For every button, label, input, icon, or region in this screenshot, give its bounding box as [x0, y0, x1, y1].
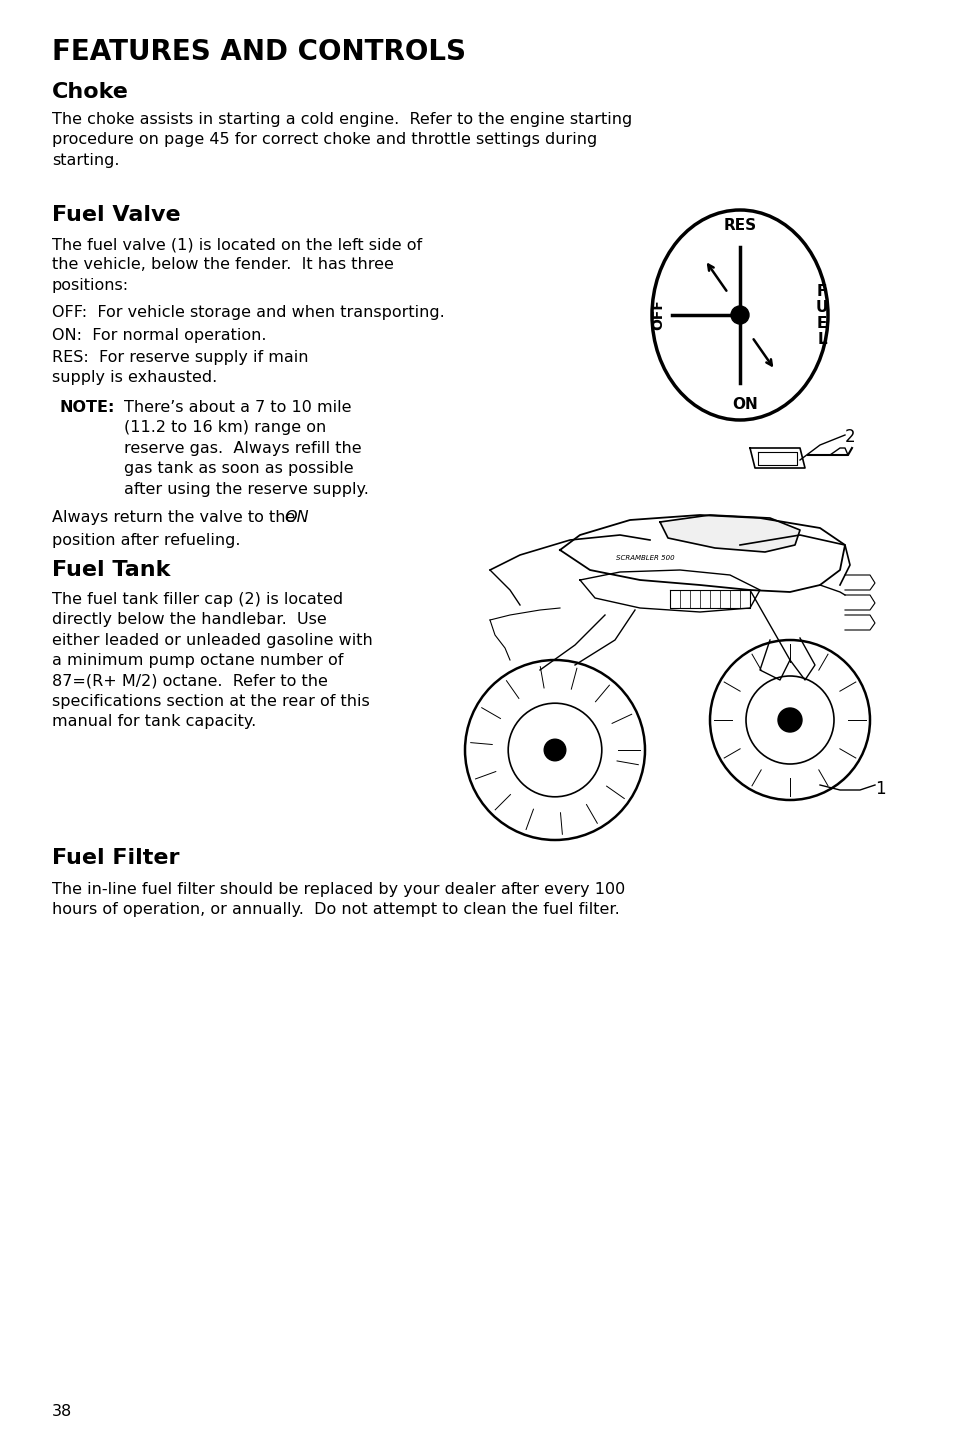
- Text: NOTE:: NOTE:: [60, 400, 115, 414]
- Text: FEATURES AND CONTROLS: FEATURES AND CONTROLS: [52, 38, 465, 65]
- Circle shape: [730, 305, 748, 324]
- Text: Fuel Valve: Fuel Valve: [52, 205, 180, 225]
- Text: ON: ON: [284, 510, 309, 525]
- Text: Always return the valve to the: Always return the valve to the: [52, 510, 300, 525]
- Text: E: E: [816, 316, 826, 330]
- Text: RES:  For reserve supply if main
supply is exhausted.: RES: For reserve supply if main supply i…: [52, 350, 308, 385]
- Text: RES: RES: [722, 218, 756, 233]
- Text: ON:  For normal operation.: ON: For normal operation.: [52, 329, 266, 343]
- Text: There’s about a 7 to 10 mile
(11.2 to 16 km) range on
reserve gas.  Always refil: There’s about a 7 to 10 mile (11.2 to 16…: [124, 400, 369, 497]
- Text: Fuel Tank: Fuel Tank: [52, 560, 171, 580]
- Text: 2: 2: [844, 427, 855, 446]
- Text: Choke: Choke: [52, 81, 129, 102]
- Circle shape: [543, 739, 565, 760]
- Text: Fuel Filter: Fuel Filter: [52, 848, 179, 868]
- Text: 1: 1: [874, 779, 884, 798]
- Circle shape: [778, 708, 801, 731]
- Text: OFF:  For vehicle storage and when transporting.: OFF: For vehicle storage and when transp…: [52, 305, 444, 320]
- Text: The in-line fuel filter should be replaced by your dealer after every 100
hours : The in-line fuel filter should be replac…: [52, 883, 624, 917]
- Text: position after refueling.: position after refueling.: [52, 534, 240, 548]
- Text: The choke assists in starting a cold engine.  Refer to the engine starting
proce: The choke assists in starting a cold eng…: [52, 112, 632, 167]
- Text: ON: ON: [731, 397, 757, 411]
- Text: OFF: OFF: [650, 300, 664, 330]
- Text: The fuel tank filler cap (2) is located
directly below the handlebar.  Use
eithe: The fuel tank filler cap (2) is located …: [52, 592, 373, 730]
- Text: 38: 38: [52, 1405, 72, 1419]
- Text: L: L: [817, 332, 826, 346]
- Text: The fuel valve (1) is located on the left side of
the vehicle, below the fender.: The fuel valve (1) is located on the lef…: [52, 237, 421, 292]
- Polygon shape: [659, 515, 800, 553]
- Text: SCRAMBLER 500: SCRAMBLER 500: [615, 555, 674, 561]
- Text: F: F: [816, 284, 826, 298]
- Text: U: U: [815, 300, 827, 314]
